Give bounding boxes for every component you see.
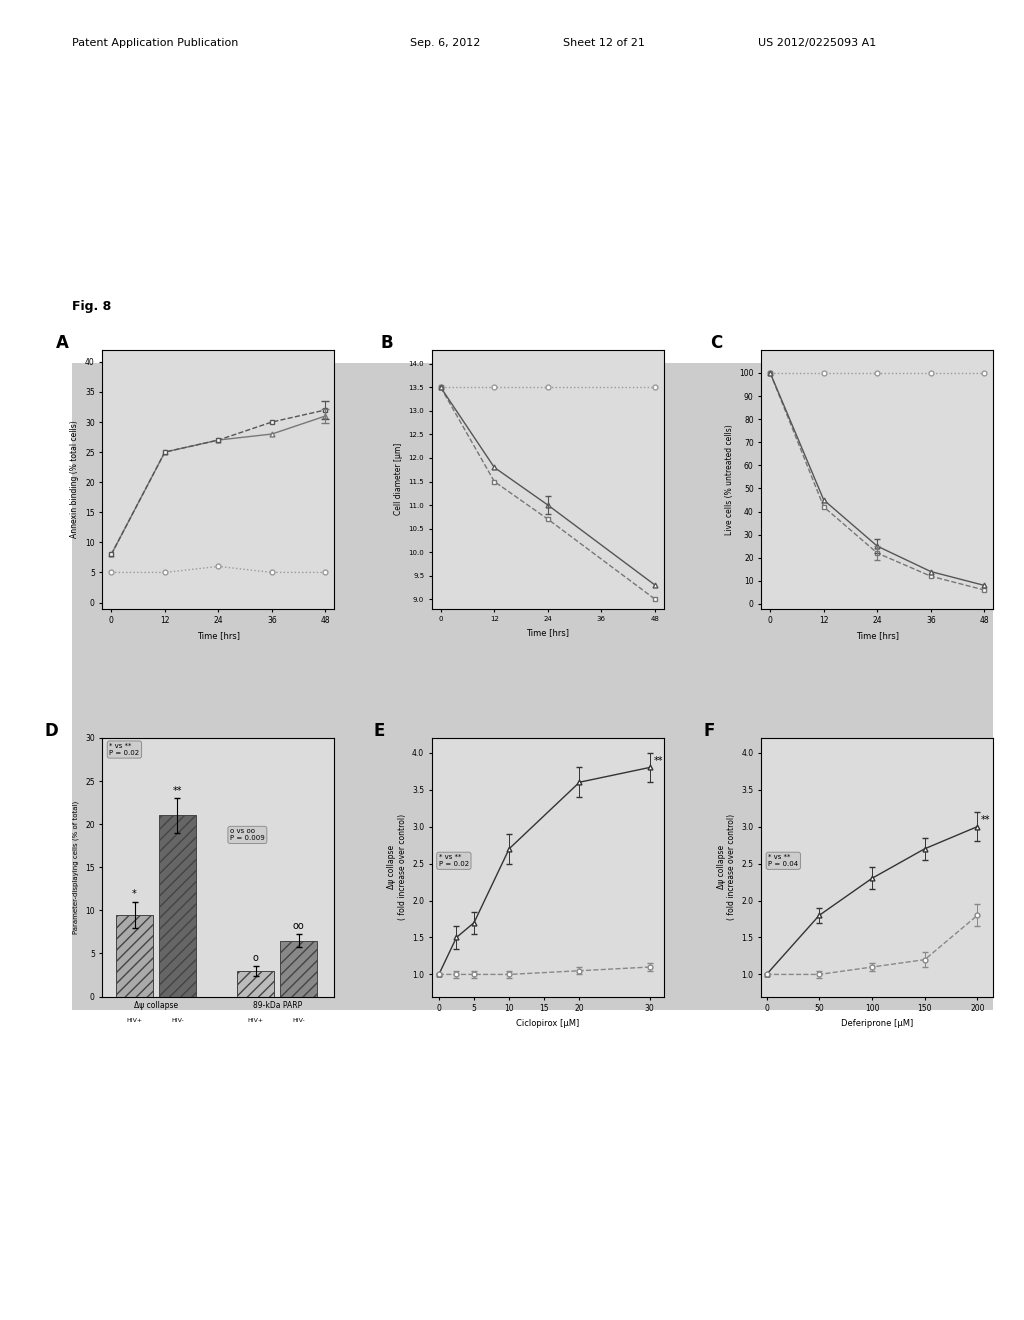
Y-axis label: Parameter-displaying cells (% of total): Parameter-displaying cells (% of total): [73, 801, 80, 933]
Y-axis label: Δψ collapse
( fold increase over control): Δψ collapse ( fold increase over control…: [387, 814, 407, 920]
Bar: [159, 816, 196, 997]
Text: o vs oo
P = 0.009: o vs oo P = 0.009: [230, 829, 265, 841]
Text: **: **: [981, 814, 990, 825]
Text: Sheet 12 of 21: Sheet 12 of 21: [563, 38, 645, 49]
Text: oo: oo: [293, 921, 304, 931]
Text: **: **: [173, 785, 182, 796]
Y-axis label: Annexin binding (% total cells): Annexin binding (% total cells): [71, 420, 80, 539]
Y-axis label: Δψ collapse
( fold increase over control): Δψ collapse ( fold increase over control…: [717, 814, 736, 920]
Text: C: C: [711, 334, 723, 352]
Text: F: F: [703, 722, 715, 741]
Text: HIV+: HIV+: [126, 1018, 142, 1023]
Text: *: *: [132, 890, 137, 899]
Text: Patent Application Publication: Patent Application Publication: [72, 38, 238, 49]
X-axis label: Time [hrs]: Time [hrs]: [526, 628, 569, 636]
X-axis label: Deferiprone [µM]: Deferiprone [µM]: [841, 1019, 913, 1028]
Text: Sep. 6, 2012: Sep. 6, 2012: [410, 38, 480, 49]
X-axis label: Time [hrs]: Time [hrs]: [197, 631, 240, 640]
X-axis label: Time [hrs]: Time [hrs]: [856, 631, 899, 640]
Text: US 2012/0225093 A1: US 2012/0225093 A1: [758, 38, 876, 49]
Text: D: D: [44, 722, 58, 741]
Text: B: B: [381, 334, 393, 352]
X-axis label: Ciclopirox [µM]: Ciclopirox [µM]: [516, 1019, 580, 1028]
Text: **: **: [653, 756, 663, 766]
Text: HIV-: HIV-: [292, 1018, 305, 1023]
Text: * vs **
P = 0.02: * vs ** P = 0.02: [439, 854, 469, 867]
Text: HIV-: HIV-: [171, 1018, 183, 1023]
Text: Fig. 8: Fig. 8: [72, 300, 111, 313]
Bar: [281, 941, 317, 997]
Text: * vs **
P = 0.02: * vs ** P = 0.02: [110, 743, 139, 756]
Y-axis label: Cell diameter [µm]: Cell diameter [µm]: [394, 444, 402, 515]
Bar: [116, 915, 153, 997]
Bar: [238, 970, 274, 997]
Text: o: o: [253, 953, 259, 964]
Text: * vs **
P = 0.04: * vs ** P = 0.04: [768, 854, 799, 867]
Text: E: E: [374, 722, 385, 741]
Y-axis label: Live cells (% untreated cells): Live cells (% untreated cells): [725, 424, 733, 535]
Text: A: A: [56, 334, 69, 352]
Text: HIV+: HIV+: [248, 1018, 264, 1023]
